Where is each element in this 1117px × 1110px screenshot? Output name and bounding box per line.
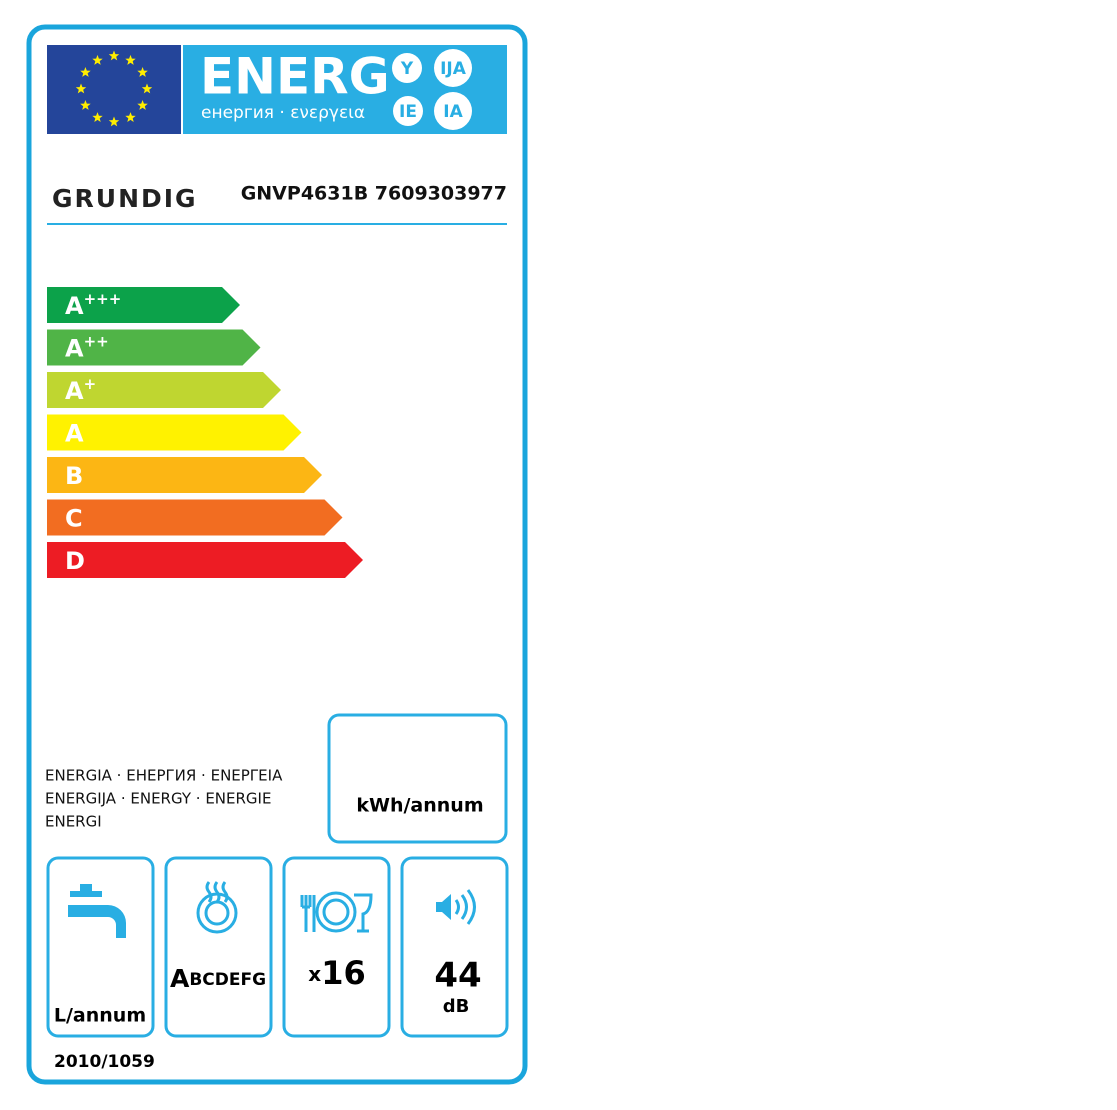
class-arrow [47,329,261,366]
banner-subtitle: енергия · ενεργεια [201,103,365,123]
class-sup: + [84,375,97,393]
class-label: A++ [65,332,109,363]
energy-words: ENERGIA · ЕНЕРГИЯ · ΕΝΕΡΓΕΙΑ ENERGIJA · E… [45,767,283,831]
class-label: C [65,505,83,533]
regulation: 2010/1059 [54,1052,155,1072]
class-arrow [47,499,343,536]
drying-rest: BCDEFG [189,970,266,990]
star [125,54,136,65]
star [137,67,148,77]
star [80,100,91,110]
place-settings: x16 [308,954,365,992]
language-code: Y [400,59,414,79]
class-label: B [65,462,83,490]
class-letter: A [65,377,84,405]
brand: GRUNDIG [52,184,198,213]
capacity-box [282,856,391,1038]
energy-word-line: ENERGIA · ЕНЕРГИЯ · ΕΝΕΡΓΕΙΑ [45,767,283,785]
water-box [46,856,155,1038]
class-letter: B [65,462,83,490]
drying-first: A [170,964,190,993]
class-arrow [47,457,322,493]
star [108,116,120,127]
language-code: IA [443,102,463,122]
class-label: A+++ [65,290,121,321]
noise-value: 44 [434,956,481,996]
drying-box [164,856,273,1038]
model: GNVP4631B 7609303977 [241,183,507,205]
eu-stars [75,50,153,127]
speaker-icon [436,889,476,925]
noise-box [400,856,509,1038]
class-scale: A+++A++A+ABCD [47,287,363,578]
noise-unit: dB [443,996,470,1017]
language-code: IJA [440,59,467,79]
language-code: IE [399,102,417,122]
water-unit: L/annum [54,1005,146,1027]
class-letter: A [65,292,84,320]
language-badges: Y IJA IE IA [392,49,472,130]
class-letter: D [65,547,85,575]
drying-icon [196,881,238,934]
energy-word-line: ENERGI [45,813,102,831]
place-prefix: x [308,962,321,986]
tap-icon [68,884,126,938]
class-arrow [47,372,281,408]
language-circle [434,49,472,87]
energy-word-line: ENERGIJA · ENERGY · ENERGIE [45,790,271,808]
star [92,54,103,65]
banner-title: ENERG [200,48,390,106]
place-value: 16 [321,954,366,992]
star [108,50,120,61]
class-arrow [47,542,363,578]
star [80,67,91,77]
class-arrow [47,414,302,451]
class-label: A+ [65,375,96,406]
drying-class: ABCDEFG [170,964,266,993]
star [137,100,148,110]
energy-unit: kWh/annum [356,795,483,817]
class-sup: +++ [84,290,122,308]
language-circle [393,96,423,126]
class-sup: ++ [84,332,109,350]
info-boxes [46,856,509,1038]
star [75,83,87,94]
class-letter: A [65,335,84,363]
class-letter: C [65,505,83,533]
language-circle [392,53,422,83]
star [92,112,103,122]
class-label: D [65,547,85,575]
dishes-icon [300,891,373,933]
star [125,112,136,122]
class-letter: A [65,420,84,448]
star [141,83,153,94]
class-arrow [47,287,240,323]
label-border [26,24,528,1085]
energy-box [327,713,508,844]
class-label: A [65,420,84,448]
language-circle [434,92,472,130]
